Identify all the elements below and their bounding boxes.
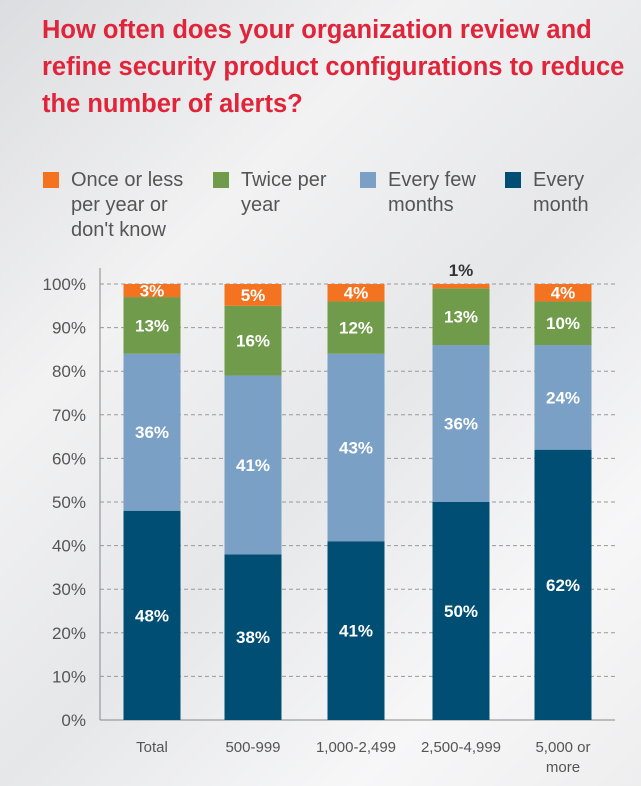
bar-segment: [123, 297, 181, 354]
bar-segment: [123, 353, 181, 511]
bar-segment: [432, 284, 490, 289]
data-label: 62%: [546, 576, 580, 595]
bar-segment: [224, 305, 282, 376]
legend-item-every-few-months: Every few months: [360, 168, 490, 218]
x-tick-label: more: [546, 759, 580, 776]
legend-swatch: [505, 172, 521, 188]
data-label: 36%: [135, 423, 169, 442]
legend-swatch: [213, 172, 229, 188]
bar-segment: [224, 554, 282, 720]
y-tick-label: 50%: [52, 493, 86, 512]
bar-segment: [534, 345, 592, 450]
bar-segment: [224, 284, 282, 306]
y-tick-label: 80%: [52, 362, 86, 381]
y-tick-label: 70%: [52, 406, 86, 425]
data-label: 48%: [135, 606, 169, 625]
bar-segment: [432, 345, 490, 502]
data-label: 12%: [339, 319, 373, 338]
bar-segment: [123, 510, 181, 720]
data-label: 43%: [339, 439, 373, 458]
x-tick-label: 2,500-4,999: [421, 739, 501, 756]
data-label: 13%: [135, 316, 169, 335]
legend-swatch: [360, 172, 376, 188]
legend: Once or less per year or don't know Twic…: [0, 168, 641, 248]
bar-segment: [123, 284, 181, 298]
legend-label: Every few months: [388, 169, 476, 216]
data-label: 13%: [444, 308, 478, 327]
y-tick-label: 20%: [52, 624, 86, 643]
legend-label: Twice per year: [241, 169, 327, 216]
data-label: 36%: [444, 415, 478, 434]
data-label: 16%: [236, 332, 270, 351]
y-tick-label: 40%: [52, 537, 86, 556]
bar-segment: [432, 288, 490, 346]
bar-segment: [327, 301, 385, 354]
y-tick-label: 10%: [52, 667, 86, 686]
data-label: 1%: [449, 261, 474, 280]
legend-swatch: [43, 172, 59, 188]
data-label: 4%: [344, 284, 369, 303]
bar-segment: [327, 284, 385, 302]
data-label: 3%: [140, 282, 165, 301]
data-label: 38%: [236, 628, 270, 647]
data-label: 50%: [444, 602, 478, 621]
data-label: 10%: [546, 314, 580, 333]
bar-segment: [534, 449, 592, 720]
chart-title: How often does your organization review …: [42, 16, 625, 118]
x-tick-label: 5,000 or: [535, 739, 590, 756]
x-tick-label: 500-999: [225, 739, 280, 756]
legend-item-twice-per-year: Twice per year: [213, 168, 338, 218]
bar-segment: [432, 502, 490, 720]
legend-item-once-or-less: Once or less per year or don't know: [43, 168, 193, 243]
y-tick-label: 60%: [52, 449, 86, 468]
bar-segment: [224, 375, 282, 555]
data-label: 41%: [236, 456, 270, 475]
x-tick-label: 1,000-2,499: [316, 739, 396, 756]
bar-segment: [327, 353, 385, 542]
legend-label: Every month: [533, 169, 589, 216]
bar-segment: [534, 301, 592, 346]
data-label: 5%: [241, 286, 266, 305]
y-tick-label: 0%: [61, 711, 86, 730]
y-tick-label: 100%: [43, 275, 86, 294]
data-label: 41%: [339, 622, 373, 641]
data-label: 24%: [546, 388, 580, 407]
x-tick-label: Total: [136, 739, 168, 756]
y-tick-label: 90%: [52, 319, 86, 338]
y-tick-label: 30%: [52, 580, 86, 599]
bar-segment: [534, 284, 592, 302]
legend-item-every-month: Every month: [505, 168, 605, 218]
data-label: 4%: [551, 284, 576, 303]
bar-segment: [327, 541, 385, 720]
legend-label: Once or less per year or don't know: [71, 169, 184, 241]
